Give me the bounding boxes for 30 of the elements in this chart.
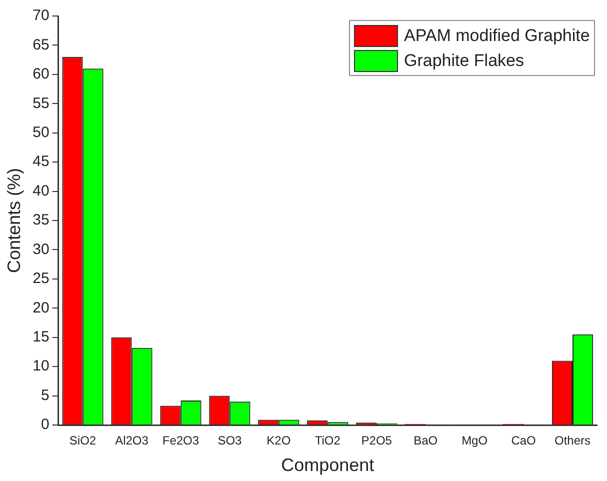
x-tick-label: SO3 bbox=[218, 434, 242, 448]
x-tick-label: BaO bbox=[414, 434, 438, 448]
y-tick-label: 40 bbox=[32, 182, 50, 200]
y-tick-label: 15 bbox=[32, 328, 50, 346]
y-tick-label: 5 bbox=[40, 386, 50, 404]
x-tick-label: P2O5 bbox=[361, 434, 392, 448]
y-tick-label: 35 bbox=[32, 212, 50, 229]
x-tick-label: Al2O3 bbox=[115, 434, 149, 448]
y-axis-title: Contents (%) bbox=[4, 168, 24, 274]
y-tick-label: 50 bbox=[32, 124, 50, 141]
y-tick-label: 45 bbox=[32, 153, 50, 170]
x-tick-label: SiO2 bbox=[69, 434, 96, 448]
legend-label: Graphite Flakes bbox=[404, 50, 524, 70]
y-tick-label: 25 bbox=[32, 270, 50, 288]
y-tick-label: 60 bbox=[32, 66, 50, 83]
y-tick-label: 20 bbox=[32, 299, 50, 316]
y-tick-label: 55 bbox=[32, 94, 50, 112]
x-axis-title: Component bbox=[281, 455, 374, 476]
x-tick-label: CaO bbox=[511, 434, 536, 448]
y-tick-label: 10 bbox=[32, 358, 50, 375]
y-tick-label: 0 bbox=[40, 416, 50, 434]
y-tick-label: 65 bbox=[32, 36, 50, 54]
y-tick-label: 70 bbox=[32, 7, 50, 24]
x-tick-label: TiO2 bbox=[314, 434, 341, 448]
x-tick-label: K2O bbox=[266, 434, 291, 448]
x-tick-label: MgO bbox=[462, 434, 488, 448]
x-tick-label: Others bbox=[554, 434, 591, 448]
legend-label: APAM modified Graphite bbox=[404, 26, 590, 46]
x-tick-label: Fe2O3 bbox=[162, 434, 200, 448]
y-tick-label: 30 bbox=[32, 240, 50, 258]
